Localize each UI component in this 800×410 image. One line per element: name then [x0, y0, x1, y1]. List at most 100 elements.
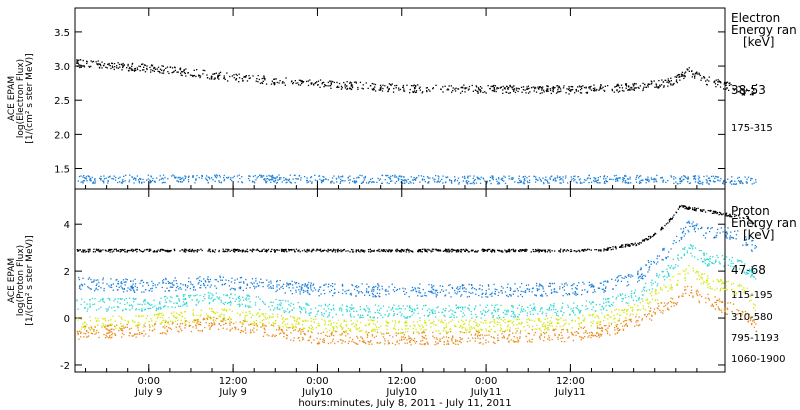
data-point — [412, 91, 414, 93]
data-point — [705, 281, 708, 284]
data-point — [747, 176, 750, 178]
data-point — [210, 75, 213, 77]
data-point — [438, 181, 440, 183]
data-point — [301, 284, 303, 286]
data-point — [173, 248, 176, 250]
data-point — [678, 240, 681, 242]
data-point — [84, 321, 86, 323]
data-point — [746, 217, 749, 220]
data-point — [410, 182, 412, 184]
data-point — [592, 284, 594, 287]
data-point — [272, 176, 274, 178]
data-point — [569, 293, 571, 296]
data-point — [671, 218, 673, 220]
data-point — [695, 209, 697, 211]
data-point — [541, 92, 543, 94]
data-point — [265, 318, 267, 320]
data-point — [572, 292, 574, 294]
data-point — [278, 288, 281, 290]
data-point — [407, 178, 409, 181]
data-point — [536, 324, 538, 326]
data-point — [464, 88, 466, 90]
data-point — [658, 292, 660, 294]
data-point — [129, 66, 131, 69]
data-point — [524, 89, 526, 91]
data-point — [229, 178, 232, 181]
data-point — [276, 306, 279, 308]
data-point — [208, 281, 210, 283]
data-point — [272, 82, 275, 84]
data-point — [739, 260, 741, 262]
data-point — [625, 175, 627, 177]
data-point — [571, 178, 573, 180]
data-point — [717, 256, 719, 259]
data-point — [176, 282, 178, 285]
data-point — [549, 285, 551, 287]
data-point — [432, 312, 434, 314]
data-point — [752, 268, 755, 271]
data-point — [344, 83, 346, 86]
data-point — [562, 314, 564, 316]
data-point — [224, 78, 226, 80]
data-point — [511, 87, 513, 89]
data-point — [638, 299, 640, 301]
data-point — [414, 309, 416, 312]
data-point — [298, 175, 300, 177]
data-point — [417, 287, 419, 289]
data-point — [350, 308, 352, 311]
data-point — [412, 289, 414, 292]
data-point — [116, 278, 118, 281]
data-point — [175, 176, 177, 178]
data-point — [304, 285, 306, 287]
data-point — [290, 182, 293, 184]
data-point — [241, 249, 244, 251]
data-point — [719, 232, 721, 234]
data-point — [716, 176, 719, 178]
data-point — [604, 280, 606, 282]
data-point — [465, 248, 467, 250]
data-point — [645, 238, 647, 240]
data-point — [151, 287, 153, 289]
data-point — [438, 311, 440, 313]
data-point — [330, 87, 332, 89]
data-point — [168, 72, 170, 75]
data-point — [231, 287, 233, 289]
data-point — [730, 260, 733, 262]
data-point — [582, 281, 584, 283]
data-point — [102, 277, 104, 279]
data-point — [398, 305, 400, 307]
data-point — [621, 87, 624, 89]
data-point — [406, 325, 408, 327]
data-point — [159, 68, 162, 70]
data-point — [742, 217, 744, 219]
data-point — [550, 292, 553, 294]
data-point — [223, 177, 225, 179]
data-point — [362, 180, 364, 182]
data-point — [414, 288, 417, 290]
data-point — [686, 69, 689, 71]
data-point — [384, 251, 387, 253]
data-point — [738, 176, 740, 178]
data-point — [398, 175, 400, 177]
data-point — [614, 309, 616, 311]
data-point — [191, 249, 193, 251]
data-point — [725, 212, 727, 214]
data-point — [241, 303, 243, 305]
data-point — [355, 323, 357, 325]
legend-entry: 38-53 — [731, 83, 766, 97]
data-point — [172, 286, 174, 288]
data-point — [146, 302, 149, 304]
data-point — [377, 317, 379, 319]
data-point — [605, 298, 607, 300]
data-point — [485, 92, 487, 94]
data-point — [166, 66, 169, 68]
data-point — [254, 182, 256, 184]
data-point — [449, 179, 451, 181]
data-point — [367, 87, 369, 89]
data-point — [521, 249, 523, 251]
data-point — [182, 177, 184, 179]
data-point — [396, 288, 399, 291]
data-point — [389, 250, 392, 252]
data-point — [248, 298, 250, 300]
data-point — [150, 175, 152, 177]
